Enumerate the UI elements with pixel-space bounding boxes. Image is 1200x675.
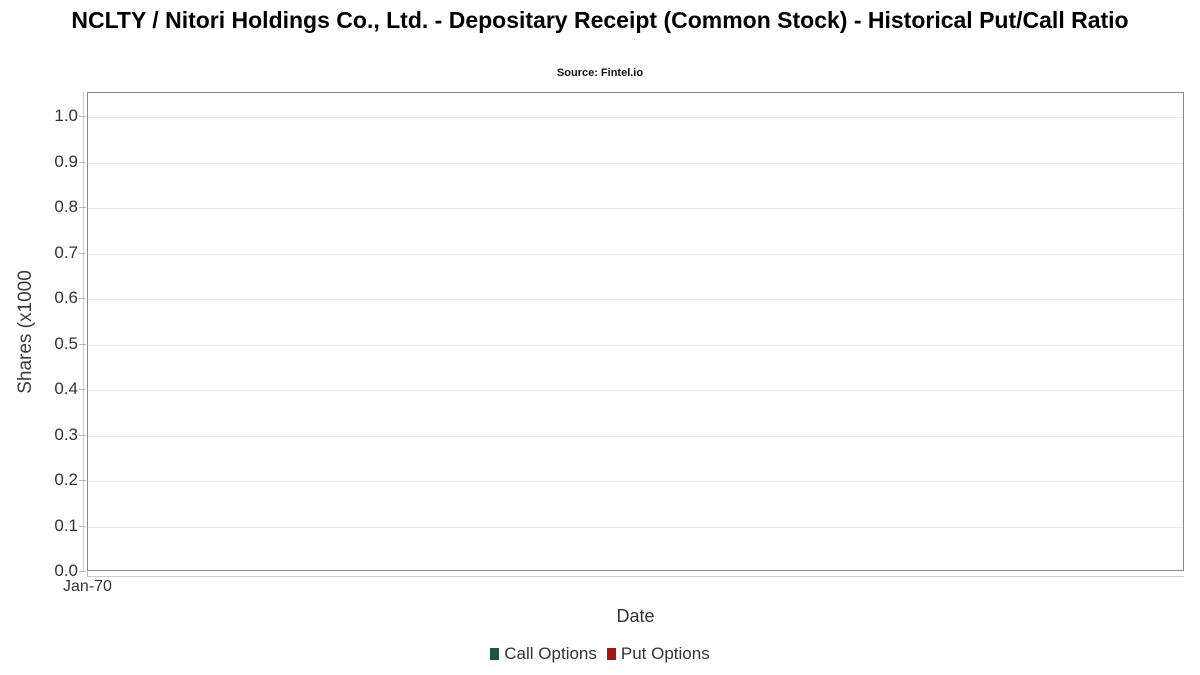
y-tick-label: 0.1 (54, 515, 78, 535)
y-tick-mark (79, 298, 86, 299)
legend: Call Options Put Options (0, 644, 1200, 664)
y-tick-mark (79, 571, 86, 572)
gridline (88, 435, 1183, 437)
y-tick-label: 0.3 (54, 424, 78, 444)
x-tick-mark (87, 571, 88, 577)
gridline (88, 481, 1183, 482)
y-tick-label: 0.5 (54, 333, 78, 353)
x-axis-title: Date (616, 606, 655, 626)
y-tick-mark (79, 480, 86, 481)
y-tick-mark (79, 252, 86, 254)
plot-area (87, 92, 1184, 571)
x-axis-line (87, 576, 1184, 577)
legend-marker-icon (490, 648, 500, 660)
y-tick-mark (79, 207, 86, 208)
y-tick-mark (79, 389, 86, 390)
legend-label: Put Options (620, 644, 710, 663)
gridline (88, 299, 1183, 300)
y-tick-mark (79, 434, 86, 436)
y-tick-label: 0.2 (54, 470, 78, 489)
gridline (88, 344, 1183, 346)
legend-item-put-options[interactable]: Put Options (606, 644, 710, 664)
chart-subtitle: Source: Fintel.io (556, 67, 644, 79)
gridline (88, 253, 1183, 255)
y-tick-label: 0.4 (54, 379, 78, 398)
x-tick-label: Jan-70 (63, 578, 112, 595)
y-tick-label: 0.9 (54, 151, 78, 171)
gridline (88, 117, 1183, 118)
y-tick-label: 0.0 (54, 561, 78, 580)
legend-item-call-options[interactable]: Call Options (490, 644, 597, 664)
y-tick-mark (79, 343, 86, 345)
y-tick-mark (79, 116, 86, 117)
y-axis-line (83, 92, 84, 571)
y-axis-title: Shares (x1000 (15, 270, 36, 394)
gridline (88, 162, 1183, 164)
legend-marker-icon (606, 648, 616, 660)
gridline (88, 208, 1183, 209)
y-tick-mark (79, 161, 86, 163)
gridline (88, 390, 1183, 391)
y-tick-label: 1.0 (54, 106, 78, 125)
y-tick-label: 0.8 (54, 197, 78, 216)
y-tick-label: 0.7 (54, 242, 78, 262)
y-tick-label: 0.6 (54, 288, 78, 307)
chart-title-text: NCLTY / Nitori Holdings Co., Ltd. - Depo… (71, 7, 1129, 33)
legend-label: Call Options (504, 644, 597, 663)
gridline (88, 526, 1183, 528)
y-tick-mark (79, 525, 86, 527)
chart-title: NCLTY / Nitori Holdings Co., Ltd. - Depo… (0, 4, 1200, 36)
